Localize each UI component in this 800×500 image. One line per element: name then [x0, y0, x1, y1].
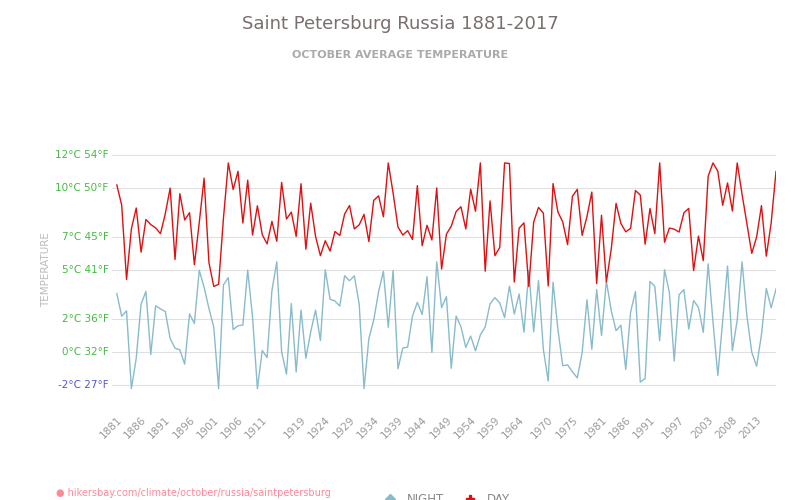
Text: 0°C 32°F: 0°C 32°F — [62, 348, 109, 358]
Text: TEMPERATURE: TEMPERATURE — [41, 232, 50, 308]
Text: 12°C 54°F: 12°C 54°F — [55, 150, 109, 160]
Text: ● hikersbay.com/climate/october/russia/saintpetersburg: ● hikersbay.com/climate/october/russia/s… — [56, 488, 331, 498]
Legend: NIGHT, DAY: NIGHT, DAY — [374, 488, 514, 500]
Text: OCTOBER AVERAGE TEMPERATURE: OCTOBER AVERAGE TEMPERATURE — [292, 50, 508, 60]
Text: 7°C 45°F: 7°C 45°F — [62, 232, 109, 242]
Text: 2°C 36°F: 2°C 36°F — [62, 314, 109, 324]
Text: Saint Petersburg Russia 1881-2017: Saint Petersburg Russia 1881-2017 — [242, 15, 558, 33]
Text: -2°C 27°F: -2°C 27°F — [58, 380, 109, 390]
Text: 10°C 50°F: 10°C 50°F — [55, 182, 109, 192]
Text: 5°C 41°F: 5°C 41°F — [62, 265, 109, 275]
